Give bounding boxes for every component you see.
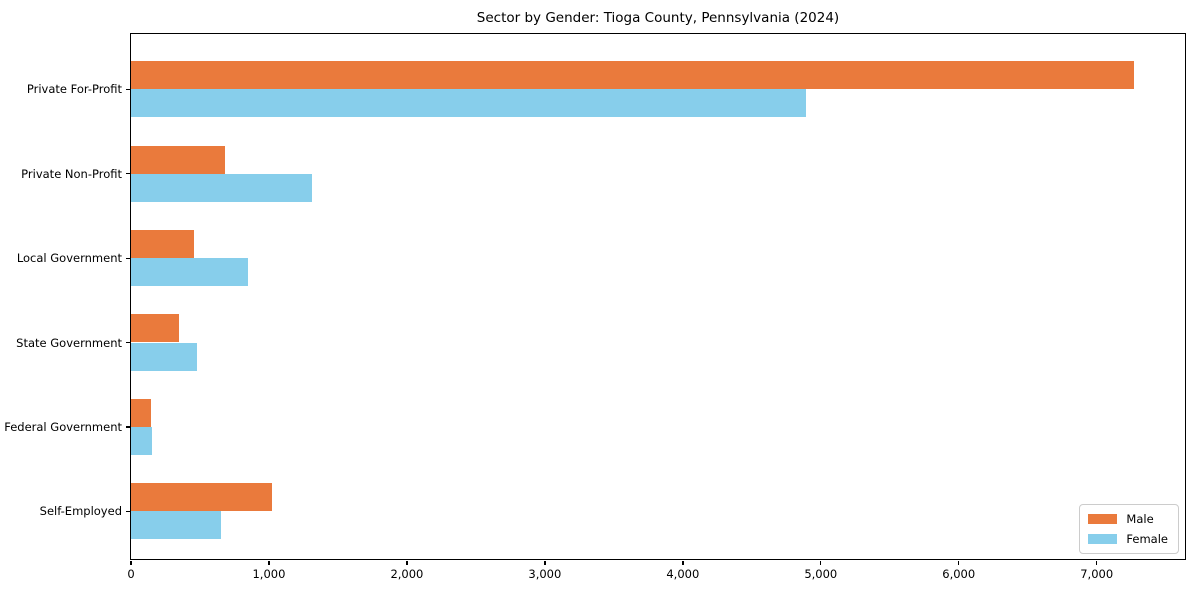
x-tick-mark	[268, 560, 270, 565]
y-tick-label-local-government: Local Government	[16, 251, 122, 266]
legend-item-male: Male	[1088, 513, 1168, 525]
bar-female-self-employed	[131, 511, 221, 540]
y-tick-label-private-for-profit: Private For-Profit	[26, 82, 122, 97]
y-tick-mark	[126, 426, 130, 428]
x-tick-mark	[820, 560, 822, 565]
x-tick-mark	[1096, 560, 1098, 565]
y-tick-mark	[126, 257, 130, 259]
legend-label-male: Male	[1126, 512, 1154, 526]
x-tick-label-6000: 6,000	[942, 567, 976, 581]
legend: Male Female	[1079, 504, 1179, 554]
bar-female-private-for-profit	[131, 89, 806, 118]
bar-male-state-government	[131, 314, 180, 343]
chart-title: Sector by Gender: Tioga County, Pennsylv…	[476, 10, 840, 26]
bar-male-federal-government	[131, 398, 151, 427]
x-tick-label-1000: 1,000	[252, 567, 286, 581]
x-tick-mark	[682, 560, 684, 565]
x-tick-mark	[958, 560, 960, 565]
bar-female-private-non-profit	[131, 173, 313, 202]
x-tick-label-3000: 3,000	[528, 567, 562, 581]
x-tick-label-0: 0	[127, 567, 135, 581]
x-tick-label-7000: 7,000	[1080, 567, 1114, 581]
y-tick-label-federal-government: Federal Government	[4, 419, 122, 434]
x-tick-label-5000: 5,000	[804, 567, 838, 581]
x-tick-label-4000: 4,000	[666, 567, 700, 581]
y-tick-label-private-non-profit: Private Non-Profit	[21, 166, 122, 181]
y-tick-mark	[126, 510, 130, 512]
bar-male-private-non-profit	[131, 145, 225, 174]
x-tick-mark	[130, 560, 132, 565]
bar-female-state-government	[131, 342, 198, 371]
female-swatch	[1088, 534, 1118, 544]
x-tick-label-2000: 2,000	[390, 567, 424, 581]
y-tick-mark	[126, 173, 130, 175]
bar-male-private-for-profit	[131, 61, 1134, 90]
bar-female-federal-government	[131, 426, 152, 456]
x-tick-mark	[544, 560, 546, 565]
bar-male-self-employed	[131, 483, 273, 512]
plot-area: Private For-Profit Private Non-Profit Loca…	[4, 33, 1186, 581]
bar-male-local-government	[131, 229, 194, 259]
y-tick-label-self-employed: Self-Employed	[39, 504, 122, 519]
male-swatch	[1088, 514, 1118, 524]
y-tick-mark	[126, 341, 130, 344]
y-tick-label-state-government: State Government	[16, 335, 122, 350]
legend-item-female: Female	[1088, 533, 1168, 545]
bar-female-local-government	[131, 258, 249, 287]
x-tick-mark	[406, 560, 408, 565]
y-tick-mark	[126, 88, 130, 90]
legend-label-female: Female	[1126, 532, 1168, 546]
